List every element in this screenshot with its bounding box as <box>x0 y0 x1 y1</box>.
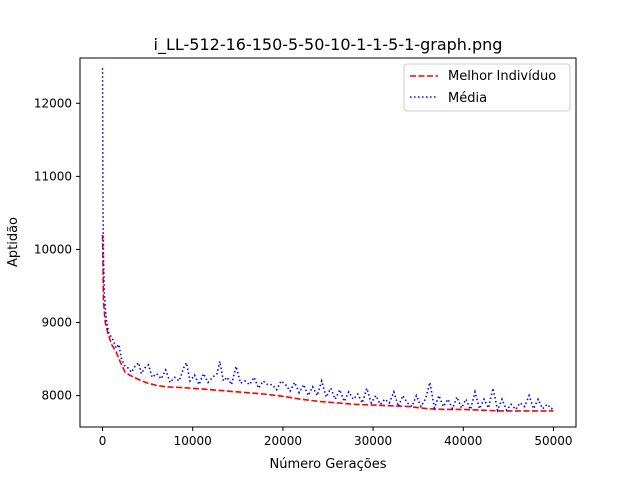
y-tick-label: 8000 <box>41 389 72 403</box>
x-tick-label: 10000 <box>174 434 212 448</box>
legend-label-mean: Média <box>448 91 487 106</box>
y-axis: 8000 9000 10000 11000 12000 <box>34 96 80 403</box>
x-axis: 0 10000 20000 30000 40000 50000 <box>99 427 573 448</box>
y-tick-label: 10000 <box>34 242 72 256</box>
plot-background <box>80 58 576 427</box>
x-tick-label: 20000 <box>264 434 302 448</box>
x-tick-label: 40000 <box>444 434 482 448</box>
legend: Melhor Indivíduo Média <box>403 63 571 112</box>
x-tick-label: 0 <box>99 434 107 448</box>
x-tick-label: 30000 <box>354 434 392 448</box>
plot-area <box>79 57 577 428</box>
x-tick-label: 50000 <box>534 434 572 448</box>
x-axis-label: Número Gerações <box>269 457 386 472</box>
chart-title: i_LL-512-16-150-5-50-10-1-1-5-1-graph.pn… <box>154 35 503 55</box>
y-tick-label: 9000 <box>41 316 72 330</box>
legend-label-best: Melhor Indivíduo <box>448 69 556 84</box>
legend-frame <box>403 63 571 112</box>
series-line-best <box>101 234 554 412</box>
plot-frame <box>79 57 577 428</box>
y-tick-label: 11000 <box>34 169 72 183</box>
y-tick-label: 12000 <box>34 96 72 110</box>
series-line-mean <box>101 68 555 413</box>
series-layer <box>101 68 555 413</box>
y-axis-label: Aptidão <box>6 217 21 267</box>
